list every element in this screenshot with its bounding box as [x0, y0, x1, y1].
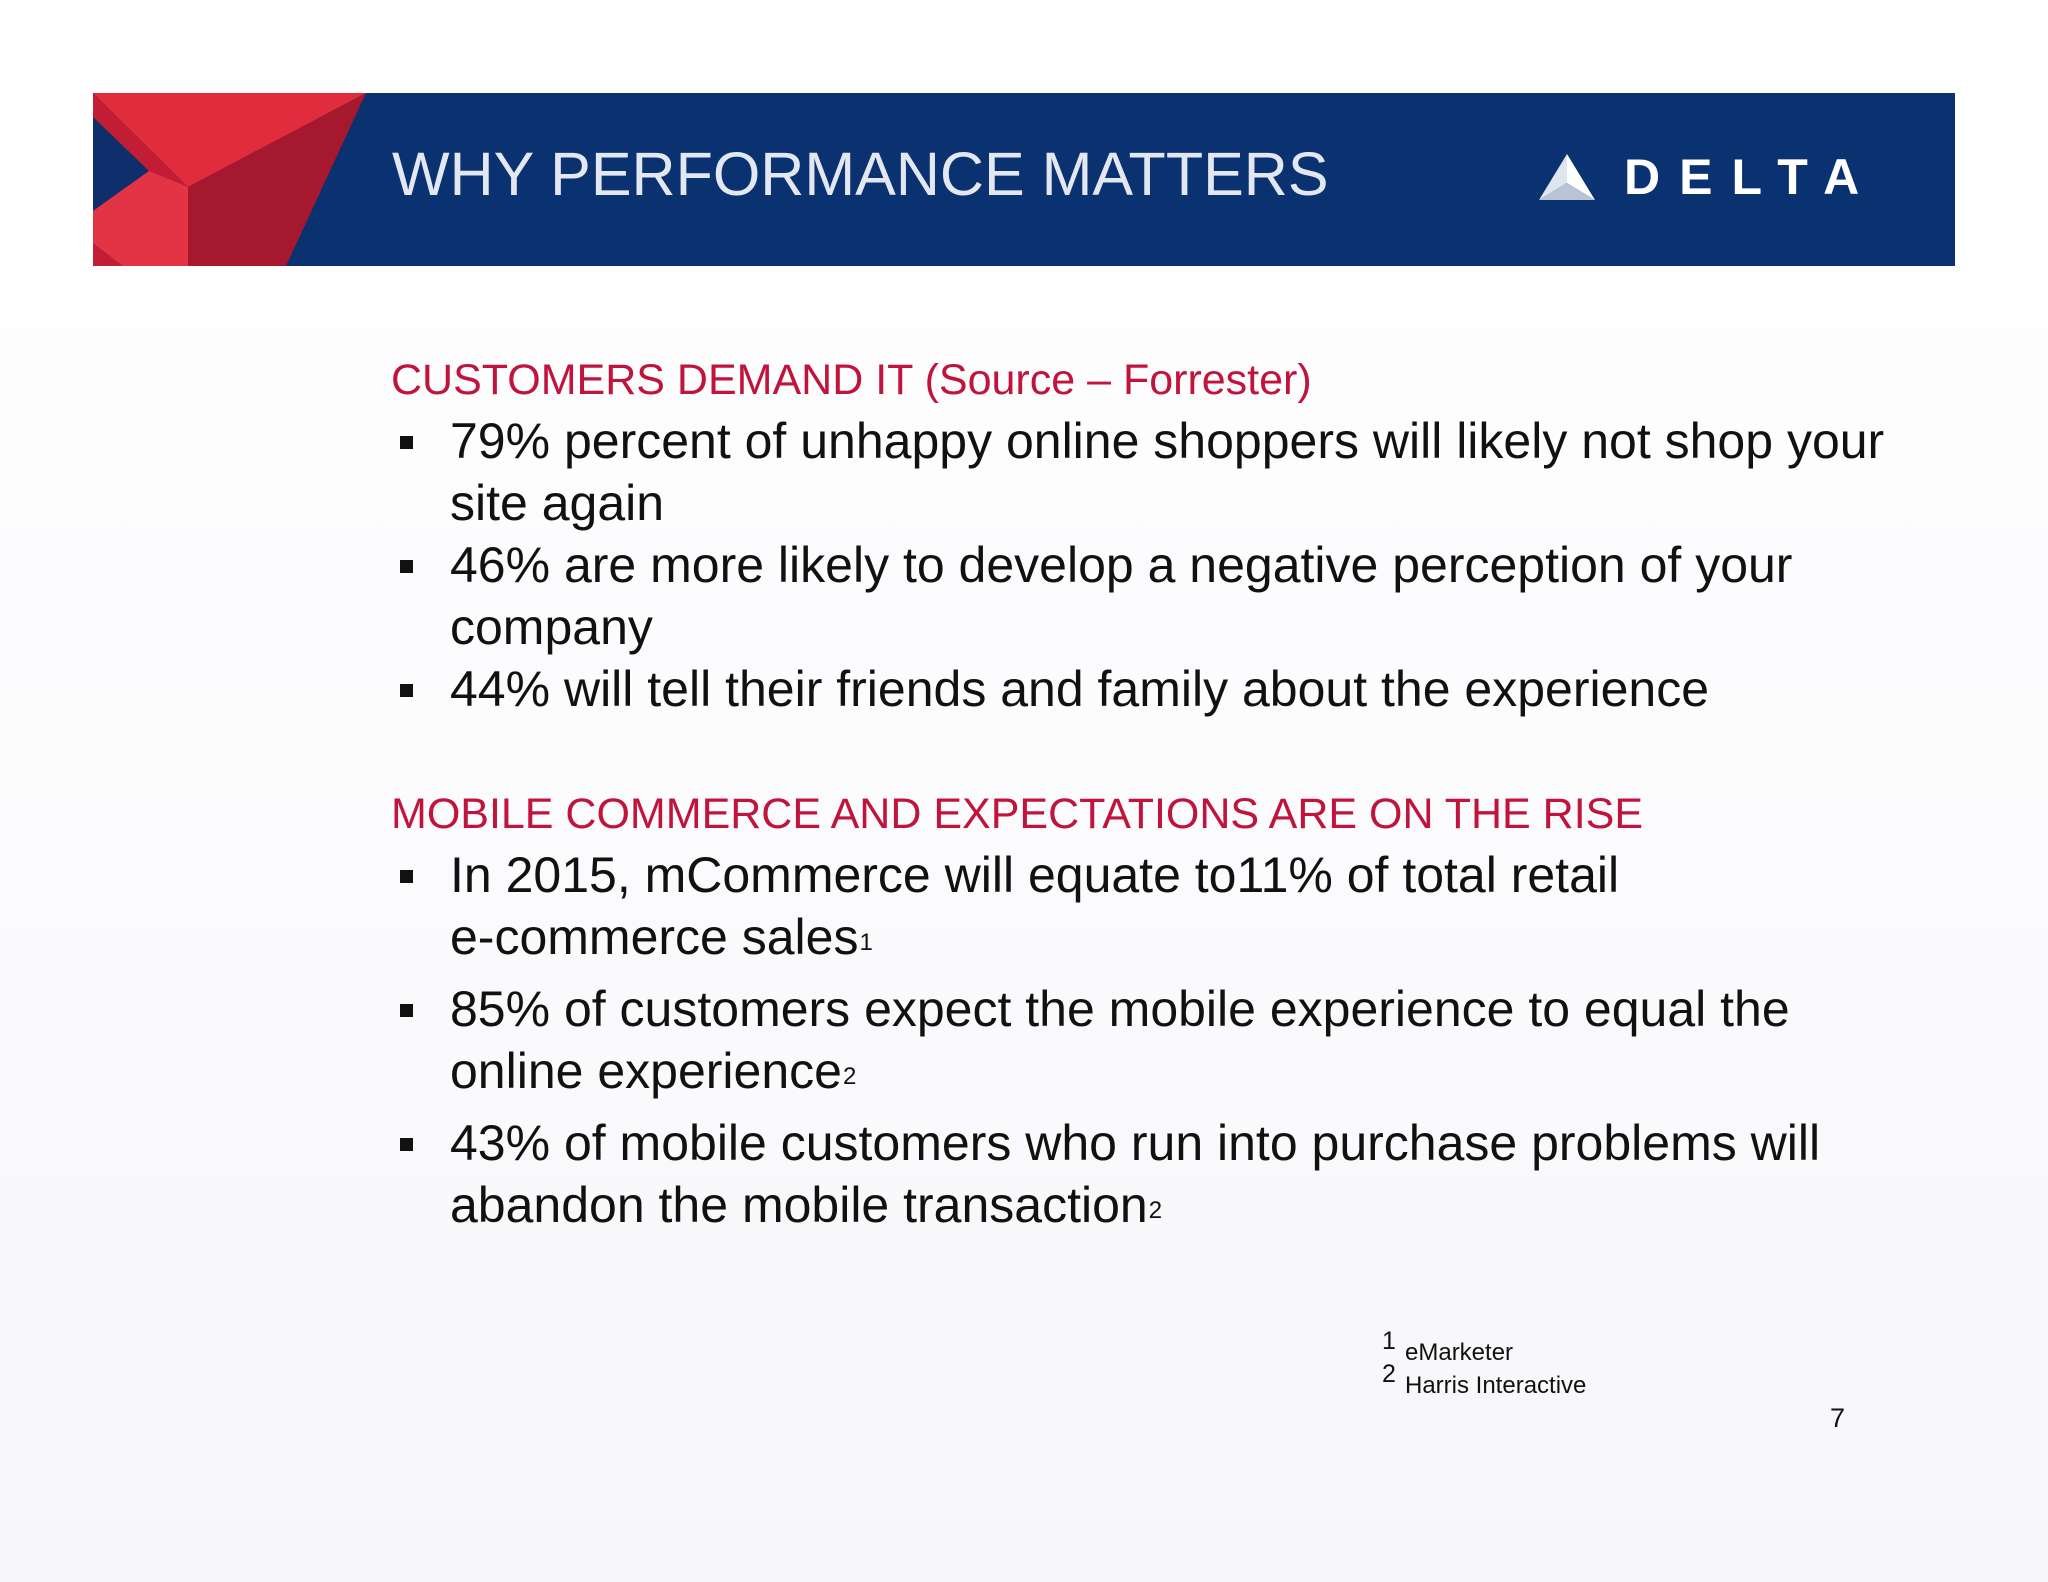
footnote-reference: 1: [859, 929, 873, 956]
bullet-text: 43% of mobile customers who run into pur…: [450, 1115, 1821, 1233]
delta-triangle-icon: [1539, 154, 1595, 200]
footnote-reference: 2: [842, 1063, 857, 1090]
page-number: 7: [1830, 1403, 1846, 1433]
square-bullet-icon: [400, 560, 413, 573]
bullet-list: In 2015, mCommerce will equate to11% of …: [391, 844, 1891, 1246]
section-customers-demand: CUSTOMERS DEMAND IT (Source – Forrester)…: [391, 352, 1891, 720]
section-heading: MOBILE COMMERCE AND EXPECTATIONS ARE ON …: [391, 790, 1643, 838]
slide-title: WHY PERFORMANCE MATTERS: [392, 140, 1329, 208]
square-bullet-icon: [400, 1004, 413, 1017]
section-mobile-commerce: MOBILE COMMERCE AND EXPECTATIONS ARE ON …: [391, 786, 1891, 1246]
delta-widget-graphic: [93, 93, 366, 266]
footnote-text: eMarketer: [1405, 1339, 1514, 1366]
delta-logo: DELTA: [1538, 137, 1878, 217]
bullet-text-continued: e-commerce sales: [450, 909, 859, 965]
slide-content: CUSTOMERS DEMAND IT (Source – Forrester)…: [391, 352, 1891, 1246]
bullet-item: 43% of mobile customers who run into pur…: [391, 1112, 1891, 1246]
bullet-text: 46% are more likely to develop a negativ…: [450, 537, 1793, 655]
bullet-text: 44% will tell their friends and family a…: [450, 661, 1710, 717]
bullet-item: 44% will tell their friends and family a…: [391, 658, 1891, 720]
bullet-item: 85% of customers expect the mobile exper…: [391, 978, 1891, 1112]
footnote-text: Harris Interactive: [1405, 1372, 1587, 1399]
bullet-text: In 2015, mCommerce will equate to11% of …: [450, 847, 1620, 903]
square-bullet-icon: [400, 436, 413, 449]
bullet-item: 46% are more likely to develop a negativ…: [391, 534, 1891, 658]
bullet-list: 79% percent of unhappy online shoppers w…: [391, 410, 1891, 720]
square-bullet-icon: [400, 870, 413, 883]
bullet-text: 79% percent of unhappy online shoppers w…: [450, 413, 1885, 531]
brand-wordmark: DELTA: [1624, 149, 1879, 205]
bullet-text: 85% of customers expect the mobile exper…: [450, 981, 1790, 1099]
section-heading: CUSTOMERS DEMAND IT (Source – Forrester): [391, 356, 1312, 404]
footnote-number: 2: [1382, 1360, 1396, 1388]
bullet-item: In 2015, mCommerce will equate to11% of …: [391, 844, 1891, 978]
footnote-number: 1: [1382, 1327, 1396, 1355]
square-bullet-icon: [400, 684, 413, 697]
footnote-reference: 2: [1148, 1197, 1163, 1224]
square-bullet-icon: [400, 1138, 413, 1151]
bullet-item: 79% percent of unhappy online shoppers w…: [391, 410, 1891, 534]
header-band: WHY PERFORMANCE MATTERS DELTA: [93, 93, 1955, 266]
